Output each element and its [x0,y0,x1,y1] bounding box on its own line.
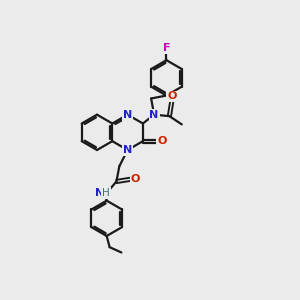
Text: N: N [123,145,132,155]
Text: F: F [163,43,171,53]
Text: N: N [95,188,104,198]
Text: O: O [167,92,176,101]
Text: N: N [149,110,159,120]
Text: N: N [123,110,132,120]
Text: O: O [158,136,167,146]
Text: O: O [131,174,140,184]
Text: H: H [102,188,110,198]
